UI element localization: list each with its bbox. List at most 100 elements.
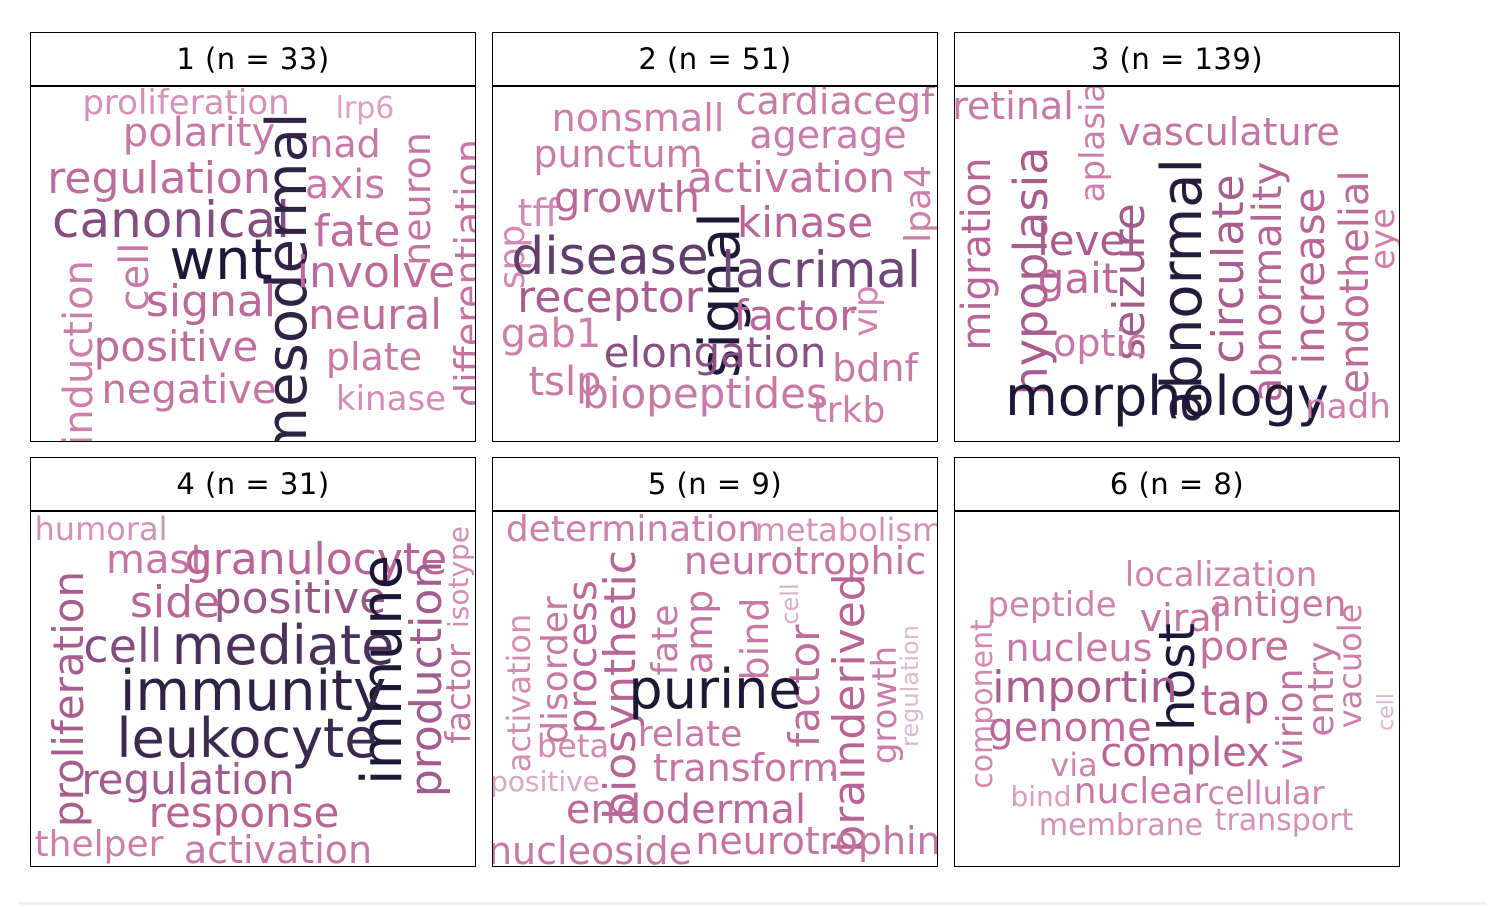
word-transform: transform xyxy=(652,746,840,790)
word-factor: factor xyxy=(439,644,475,744)
word-biopeptides: biopeptides xyxy=(582,369,828,418)
word-positive: positive xyxy=(93,322,259,371)
word-fate: fate xyxy=(313,206,401,257)
facet-panel-3: 3 (n = 139) retinal aplasia vasculature migr… xyxy=(954,32,1400,442)
word-level: level xyxy=(1037,216,1137,265)
word-trkb: trkb xyxy=(812,390,886,431)
word-nad: nad xyxy=(309,122,381,166)
word-vasculature: vasculature xyxy=(1118,110,1340,154)
word-neuron: neuron xyxy=(395,132,439,266)
word-elongation: elongation xyxy=(603,328,827,377)
word-via: via xyxy=(1050,746,1098,784)
word-relate: relate xyxy=(637,714,743,755)
word-lacrimal: lacrimal xyxy=(721,241,921,299)
word-pore: pore xyxy=(1198,624,1290,670)
word-increase: increase xyxy=(1285,187,1334,365)
word-activation: activation xyxy=(686,153,896,202)
word-immunity: immunity xyxy=(119,659,387,724)
bottom-rule xyxy=(18,902,1487,905)
word-neurotrophin: neurotrophin xyxy=(695,819,937,863)
word-cloud-area: humoral isotype mast granulocyte proliferati… xyxy=(31,512,475,866)
facet-panel-6: 6 (n = 8) localization component peptide vir… xyxy=(954,457,1400,867)
word-metabolism: metabolism xyxy=(754,512,937,549)
word-kinase: kinase xyxy=(335,379,447,419)
word-positive: positive xyxy=(213,573,387,624)
facet-panel-1: 1 (n = 33) proliferation lrp6 polarity nad re… xyxy=(30,32,476,442)
facet-strip-label: 6 (n = 8) xyxy=(955,458,1399,512)
word-disease: disease xyxy=(511,227,709,287)
word-negative: negative xyxy=(101,367,277,413)
word-genome: genome xyxy=(988,705,1152,751)
word-antigen: antigen xyxy=(1209,584,1347,625)
word-positive: positive xyxy=(493,765,600,798)
facet-strip-label: 4 (n = 31) xyxy=(31,458,475,512)
word-bind: bind xyxy=(1010,780,1072,813)
word-receptor: receptor xyxy=(517,272,703,323)
word-tslp: tslp xyxy=(528,359,602,405)
word-plate: plate xyxy=(325,335,423,379)
word-side: side xyxy=(129,577,221,628)
facet-strip-label: 5 (n = 9) xyxy=(493,458,937,512)
word-endodermal: endodermal xyxy=(565,787,807,833)
word-cloud-area: cardiacegf nonsmall agerage punctum activati… xyxy=(493,87,937,441)
facet-strip-label: 1 (n = 33) xyxy=(31,33,475,87)
word-endothelial: endothelial xyxy=(1332,170,1378,394)
word-regulation: regulation xyxy=(81,755,295,804)
word-factor: factor xyxy=(733,291,857,340)
word-activation: activation xyxy=(183,828,373,866)
word-nuclear: nuclear xyxy=(1073,771,1209,812)
word-bdnf: bdnf xyxy=(832,346,918,390)
word-involve: involve xyxy=(296,247,456,298)
word-cell: cell xyxy=(83,619,163,673)
word-cloud-area: proliferation lrp6 polarity nad regulation ax… xyxy=(31,87,475,441)
word-determination: determination xyxy=(505,512,761,550)
word-nucleoside: nucleoside xyxy=(493,829,693,866)
word-activation: activation xyxy=(500,613,538,773)
word-kinase: kinase xyxy=(736,198,874,247)
word-cell: cell xyxy=(1374,693,1399,731)
word-mediate: mediate xyxy=(171,614,395,677)
word-gait: gait xyxy=(1037,254,1119,303)
facet-panel-4: 4 (n = 31) humoral isotype mast granulocyte p… xyxy=(30,457,476,867)
facet-strip-label: 3 (n = 139) xyxy=(955,33,1399,87)
word-cloud-area: retinal aplasia vasculature migration hypopl… xyxy=(955,87,1399,441)
word-leukocyte: leukocyte xyxy=(116,707,378,770)
facet-strip-label: 2 (n = 51) xyxy=(493,33,937,87)
word-purine: purine xyxy=(628,658,802,721)
word-circulate: circulate xyxy=(1203,174,1254,364)
word-viral: viral xyxy=(1139,596,1223,640)
word-tap: tap xyxy=(1200,676,1270,725)
facet-panel-2: 2 (n = 51) cardiacegf nonsmall agerage punct… xyxy=(492,32,938,442)
word-granulocyte: granulocyte xyxy=(184,534,448,585)
word-thelper: thelper xyxy=(34,824,164,865)
word-polarity: polarity xyxy=(122,110,276,156)
word-growth: growth xyxy=(553,173,701,222)
word-punctum: punctum xyxy=(533,132,703,176)
word-tff: tff xyxy=(517,191,559,235)
word-cloud-area: localization component peptide viral antigen… xyxy=(955,512,1399,866)
word-morphology: morphology xyxy=(1005,365,1329,428)
word-lpa4: lpa4 xyxy=(898,165,937,243)
word-proliferation: proliferation xyxy=(82,87,290,123)
word-complex: complex xyxy=(1100,730,1270,776)
word-virion: virion xyxy=(1270,668,1311,770)
word-humoral: humoral xyxy=(34,512,168,548)
word-mast: mast xyxy=(106,537,206,583)
word-wnt: wnt xyxy=(169,228,273,293)
word-optic: optic xyxy=(1053,321,1147,365)
word-retinal: retinal xyxy=(955,87,1074,128)
word-canonical: canonical xyxy=(51,191,291,249)
word-vip: vip xyxy=(846,285,886,337)
word-neural: neural xyxy=(308,290,442,339)
word-peptide: peptide xyxy=(987,585,1117,625)
word-aplasia: aplasia xyxy=(1073,87,1113,203)
word-signal: signal xyxy=(145,276,277,327)
word-nucleus: nucleus xyxy=(1005,626,1153,670)
word-cardiacegf: cardiacegf xyxy=(735,87,935,123)
word-beta: beta xyxy=(536,727,610,765)
word-localization: localization xyxy=(1124,555,1318,595)
word-importin: importin xyxy=(992,662,1178,713)
word-membrane: membrane xyxy=(1038,808,1204,843)
word-axis: axis xyxy=(304,162,386,208)
